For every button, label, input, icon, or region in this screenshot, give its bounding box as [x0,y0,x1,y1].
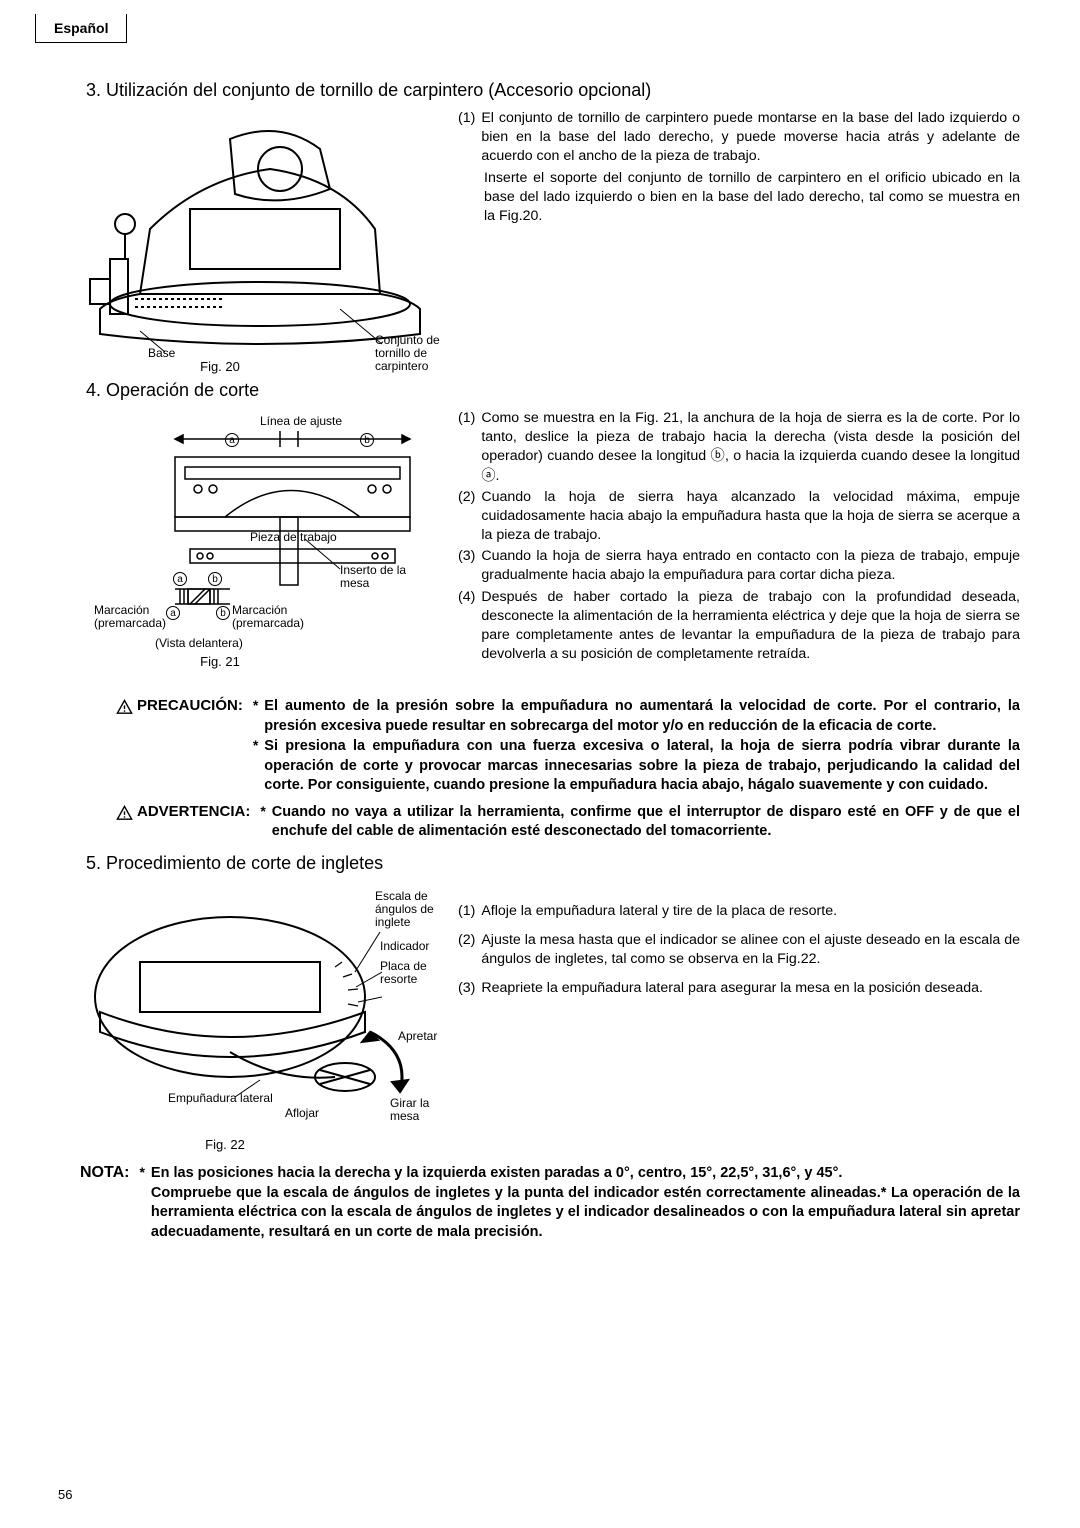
language-tab: Español [35,14,127,43]
fig21-vista: (Vista delantera) [155,637,243,650]
figure-22: Escala de ángulos de inglete Indicador P… [80,882,440,1152]
section-4-body: (1) Como se muestra en la Fig. 21, la anc… [458,409,1020,666]
fig20-caption: Fig. 20 [80,359,360,374]
advertencia-label-text: ADVERTENCIA: [137,803,250,820]
fig21-inserto: Inserto de la mesa [340,564,406,590]
figure-21: Línea de ajuste a b Pieza de trabajo Ins… [80,409,440,679]
nota-block: NOTA: *En las posiciones hacia la derech… [80,1164,1020,1243]
fig21-linea: Línea de ajuste [260,415,342,428]
fig21-circ-a-bot: a [166,606,180,620]
s4-i2-n: (2) [458,488,475,546]
nota-item-1: En las posiciones hacia la derecha y la … [151,1164,1020,1242]
fig20-label-conjunto: Conjunto de tornillo de carpintero [375,334,440,374]
s3-item1-text: El conjunto de tornillo de carpintero pu… [481,109,1020,167]
s3-item1-num: (1) [458,109,475,167]
page-number: 56 [58,1487,72,1502]
fig22-placa: Placa de resorte [380,960,427,986]
s4-i4-n: (4) [458,588,475,665]
s5-i1-n: (1) [458,902,475,921]
precaucion-item-1: El aumento de la presión sobre la empuña… [264,697,1020,736]
s4-i2-t: Cuando la hoja de sierra haya alcanzado … [481,488,1020,546]
section-4-heading: 4. Operación de corte [86,380,1020,401]
warning-icon [116,803,133,826]
s5-i2-t: Ajuste la mesa hasta que el indicador se… [481,931,1020,969]
section-3-heading: 3. Utilización del conjunto de tornillo … [86,80,1020,101]
section-5-body: (1) Afloje la empuñadura lateral y tire d… [458,902,1020,1001]
precaucion-label-text: PRECAUCIÓN: [137,697,243,714]
fig21-pieza: Pieza de trabajo [250,531,337,544]
fig21-marc-l: Marcación (premarcada) [94,604,166,630]
fig22-indicador: Indicador [380,940,429,953]
fig21-marc-r: Marcación (premarcada) [232,604,304,630]
fig21-circ-b-bot: b [216,606,230,620]
fig21-circ-b-mid: b [208,572,222,586]
fig21-circ-a-top: a [225,433,239,447]
fig22-caption: Fig. 22 [80,1137,370,1152]
s4-i3-n: (3) [458,547,475,585]
nota-label: NOTA: [80,1164,129,1243]
fig22-apretar: Apretar [398,1030,437,1043]
page-content: 3. Utilización del conjunto de tornillo … [80,80,1020,1243]
precaucion-block: PRECAUCIÓN: *El aumento de la presión so… [116,697,1020,797]
fig21-circ-b-top: b [360,433,374,447]
figure-20: Base Conjunto de tornillo de carpintero … [80,109,440,374]
fig21-circ-a-mid: a [173,572,187,586]
precaucion-item-2: Si presiona la empuñadura con una fuerza… [264,737,1020,796]
s4-i3-t: Cuando la hoja de sierra haya entrado en… [481,547,1020,585]
warning-icon [116,697,133,720]
s4-i1-n: (1) [458,409,475,486]
precaucion-label: PRECAUCIÓN: [116,697,243,797]
s5-i2-n: (2) [458,931,475,969]
section-3-body: (1) El conjunto de tornillo de carpintero… [458,109,1020,228]
advertencia-block: ADVERTENCIA: *Cuando no vaya a utilizar … [116,803,1020,843]
advertencia-label: ADVERTENCIA: [116,803,250,843]
s3-item2-num [458,169,478,227]
fig22-aflojar: Aflojar [285,1107,319,1120]
s5-i1-t: Afloje la empuñadura lateral y tire de l… [481,902,837,921]
section-5-heading: 5. Procedimiento de corte de ingletes [86,853,1020,874]
fig22-escala: Escala de ángulos de inglete [375,890,434,930]
fig22-empunadura: Empuñadura lateral [168,1092,273,1105]
s5-i3-n: (3) [458,979,475,998]
s4-i4-t: Después de haber cortado la pieza de tra… [481,588,1020,665]
s4-i1-t: Como se muestra en la Fig. 21, la anchur… [481,409,1020,486]
fig21-caption: Fig. 21 [80,654,360,669]
s5-i3-t: Reapriete la empuñadura lateral para ase… [481,979,983,998]
s3-item2-text: Inserte el soporte del conjunto de torni… [484,169,1020,227]
fig22-girar: Girar la mesa [390,1097,429,1123]
advertencia-item-1: Cuando no vaya a utilizar la herramienta… [272,803,1020,842]
